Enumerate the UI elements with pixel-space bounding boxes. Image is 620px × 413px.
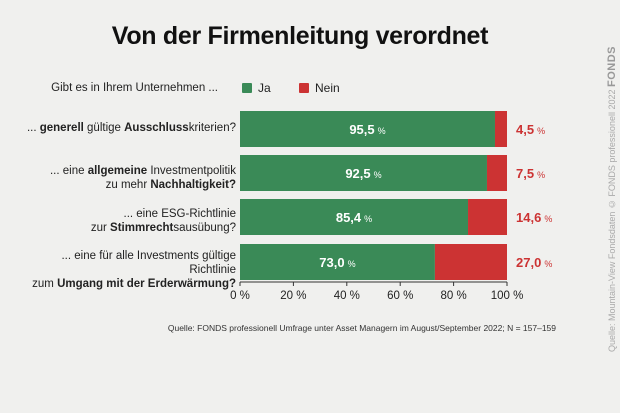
x-tick-label-4: 80 %	[440, 290, 466, 302]
label-nein-3: 14,6%	[516, 210, 552, 225]
legend-ja: Ja	[242, 81, 271, 95]
label-ja-3: 85,4%	[336, 210, 372, 225]
chart-title: Von der Firmenleitung verordnet	[111, 22, 489, 50]
bar-ja-2	[240, 155, 487, 191]
bar-ja-4	[240, 244, 435, 280]
side-credit-text: Quelle: Mountain-View Fondsdaten © FONDS…	[607, 89, 617, 352]
side-credit: Quelle: Mountain-View Fondsdaten © FONDS…	[606, 46, 618, 352]
bar-nein-1	[494, 111, 507, 147]
label-ja-4: 73,0%	[319, 255, 355, 270]
legend-nein: Nein	[299, 81, 340, 95]
bar-group-1: 95,5% 4,5%	[240, 111, 545, 147]
row-label-1: ... generell gültige Ausschlusskriterien…	[26, 122, 236, 134]
bar-ja-3	[240, 199, 469, 235]
bar-nein-3	[468, 199, 507, 235]
x-tick-label-1: 20 %	[280, 290, 306, 302]
row-label-3: ... eine ESG-Richtlinie zur Stimmrechtsau…	[90, 208, 236, 234]
legend-ja-label: Ja	[258, 81, 271, 95]
bar-ja-1	[240, 111, 495, 147]
bar-group-3: 85,4% 14,6%	[240, 199, 552, 235]
x-tick-label-5: 100 %	[491, 290, 524, 302]
label-nein-4: 27,0%	[516, 255, 552, 270]
legend-nein-swatch	[299, 83, 309, 93]
bar-nein-4	[434, 244, 507, 280]
legend-nein-label: Nein	[315, 81, 340, 95]
legend-ja-swatch	[242, 83, 252, 93]
row-label-4: ... eine für alle Investments gültige Ri…	[32, 250, 236, 290]
bar-group-4: 73,0% 27,0%	[240, 244, 552, 280]
source-note: Quelle: FONDS professionell Umfrage unte…	[167, 323, 556, 333]
x-tick-label-3: 60 %	[387, 290, 413, 302]
bar-group-2: 92,5% 7,5%	[240, 155, 545, 191]
label-nein-1: 4,5%	[516, 122, 545, 137]
row-label-2: ... eine allgemeine Investmentpolitik zu …	[49, 165, 236, 191]
label-ja-1: 95,5%	[349, 122, 385, 137]
bar-nein-2	[486, 155, 507, 191]
x-tick-label-0: 0 %	[230, 290, 250, 302]
label-ja-2: 92,5%	[345, 166, 381, 181]
side-brand: FONDS	[606, 46, 618, 87]
x-tick-label-2: 40 %	[334, 290, 360, 302]
question-label: Gibt es in Ihrem Unternehmen ...	[51, 82, 218, 94]
label-nein-2: 7,5%	[516, 166, 545, 181]
